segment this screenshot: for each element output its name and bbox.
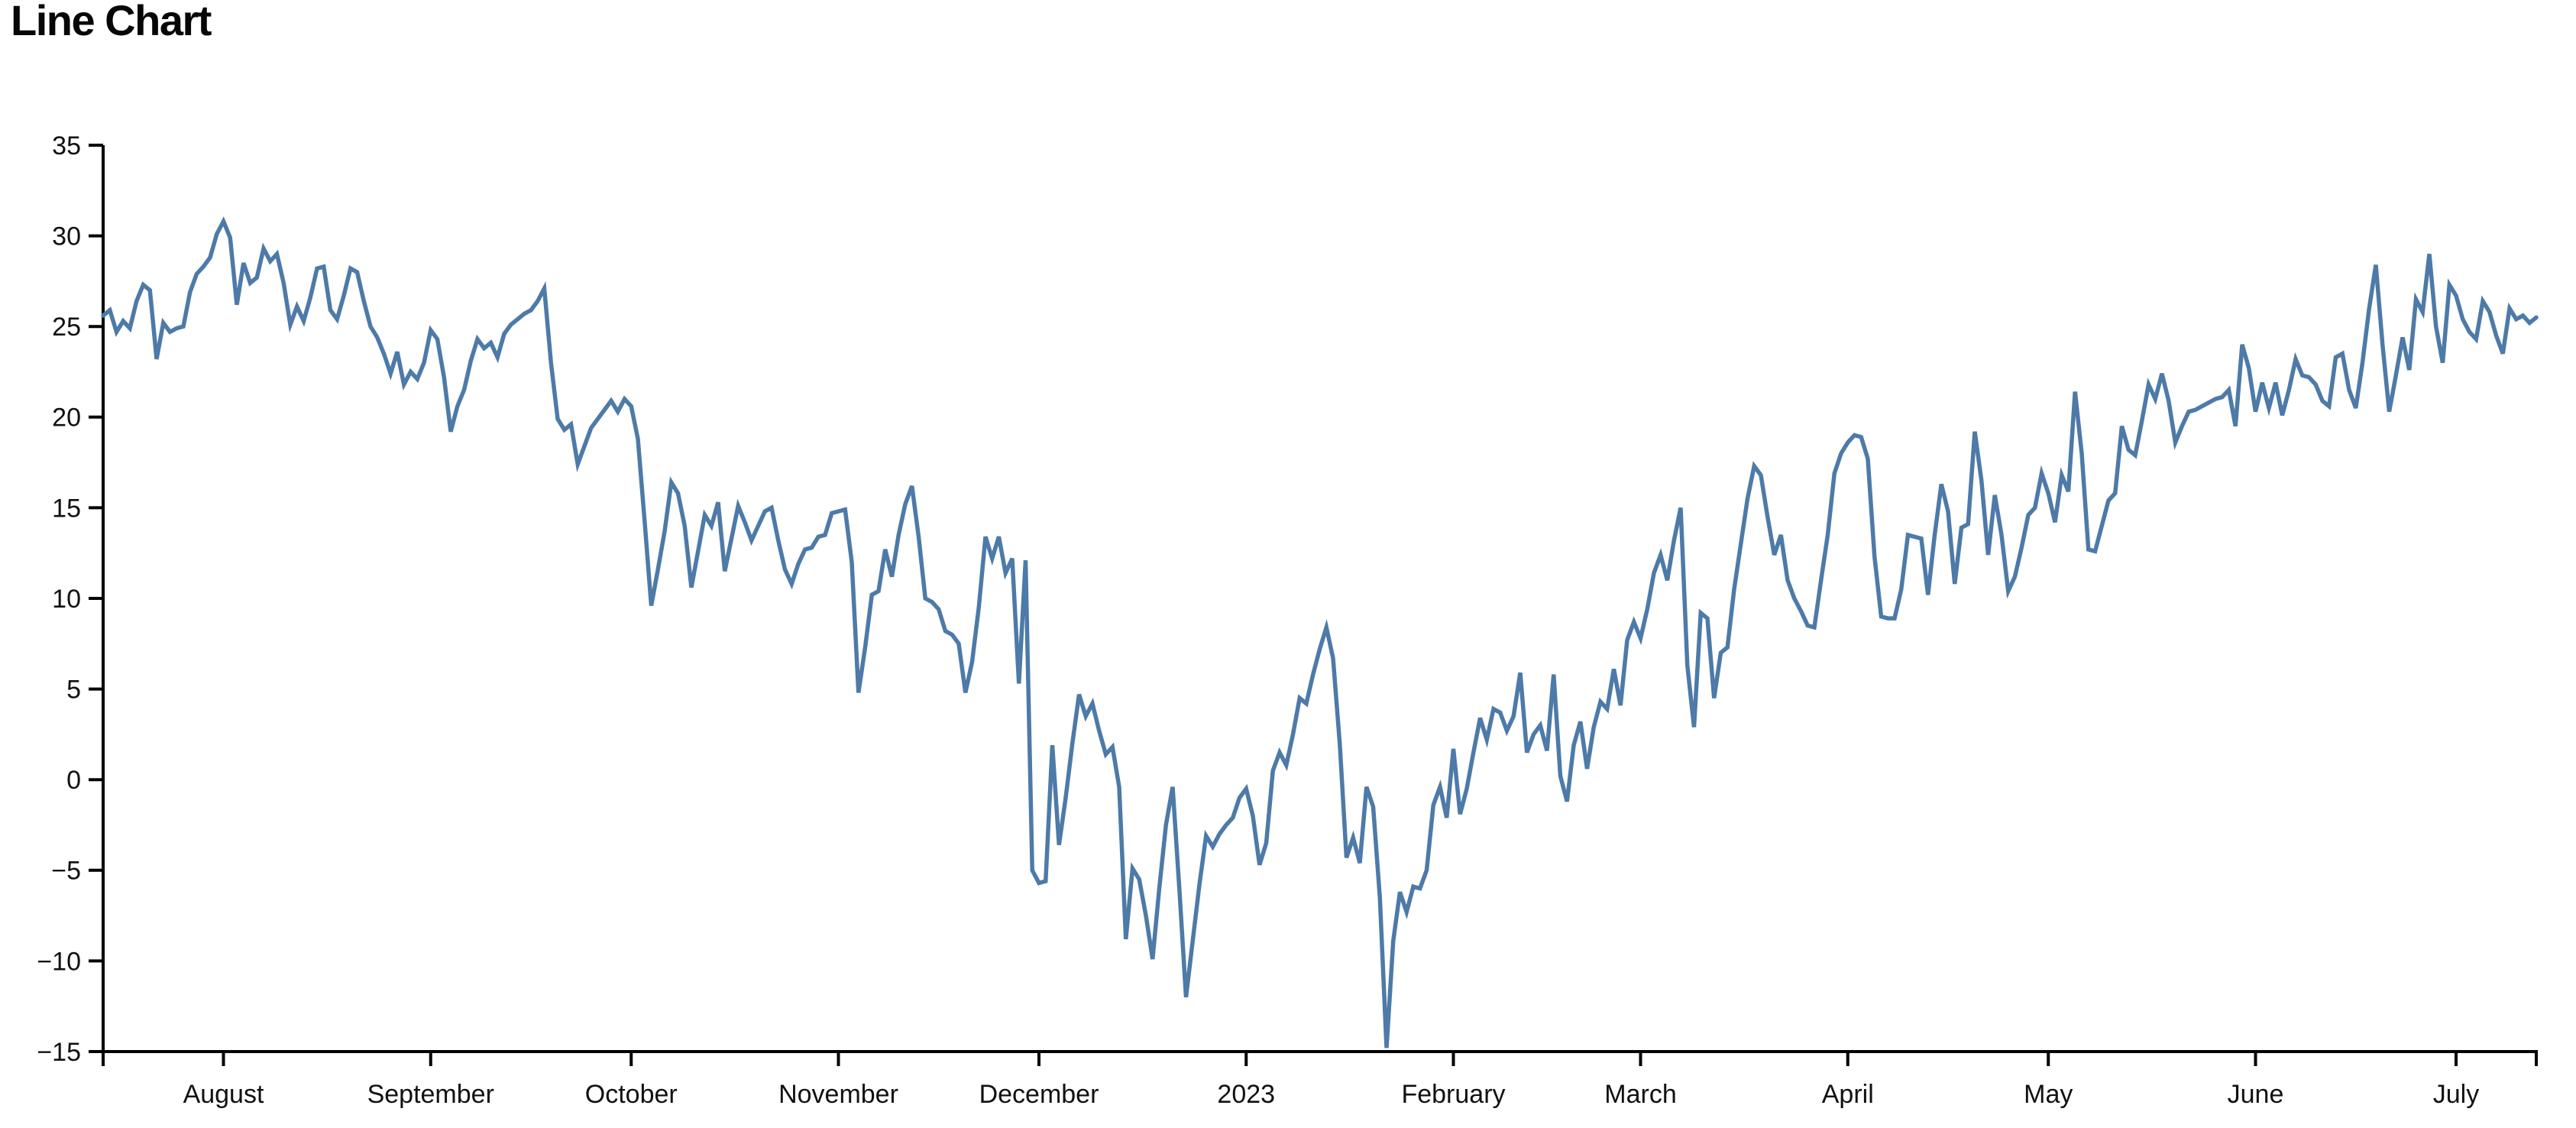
- y-tick-label: 0: [66, 766, 81, 795]
- y-tick-label: −15: [37, 1038, 81, 1067]
- x-tick-label: October: [585, 1080, 678, 1109]
- x-tick-label: May: [2024, 1080, 2073, 1109]
- chart-title: Line Chart: [11, 0, 212, 44]
- x-tick-label: September: [367, 1080, 494, 1109]
- x-tick-label: 2023: [1217, 1080, 1275, 1109]
- x-tick-label: April: [1822, 1080, 1874, 1109]
- y-tick-label: −5: [51, 857, 81, 886]
- y-tick-label: 30: [52, 222, 81, 251]
- x-tick-label: March: [1604, 1080, 1676, 1109]
- y-tick-label: 15: [52, 494, 81, 523]
- x-tick-label: July: [2433, 1080, 2479, 1109]
- x-tick-label: November: [778, 1080, 898, 1109]
- x-tick-label: August: [183, 1080, 264, 1109]
- y-tick-label: 35: [52, 131, 81, 160]
- x-tick-label: February: [1401, 1080, 1505, 1109]
- x-tick-label: June: [2228, 1080, 2284, 1109]
- y-tick-label: 5: [66, 676, 81, 705]
- y-tick-label: 20: [52, 404, 81, 433]
- y-tick-label: −10: [37, 947, 81, 976]
- y-tick-label: 10: [52, 585, 81, 614]
- x-tick-label: December: [979, 1080, 1099, 1109]
- line-series: [101, 216, 2539, 1049]
- y-tick-label: 25: [52, 313, 81, 342]
